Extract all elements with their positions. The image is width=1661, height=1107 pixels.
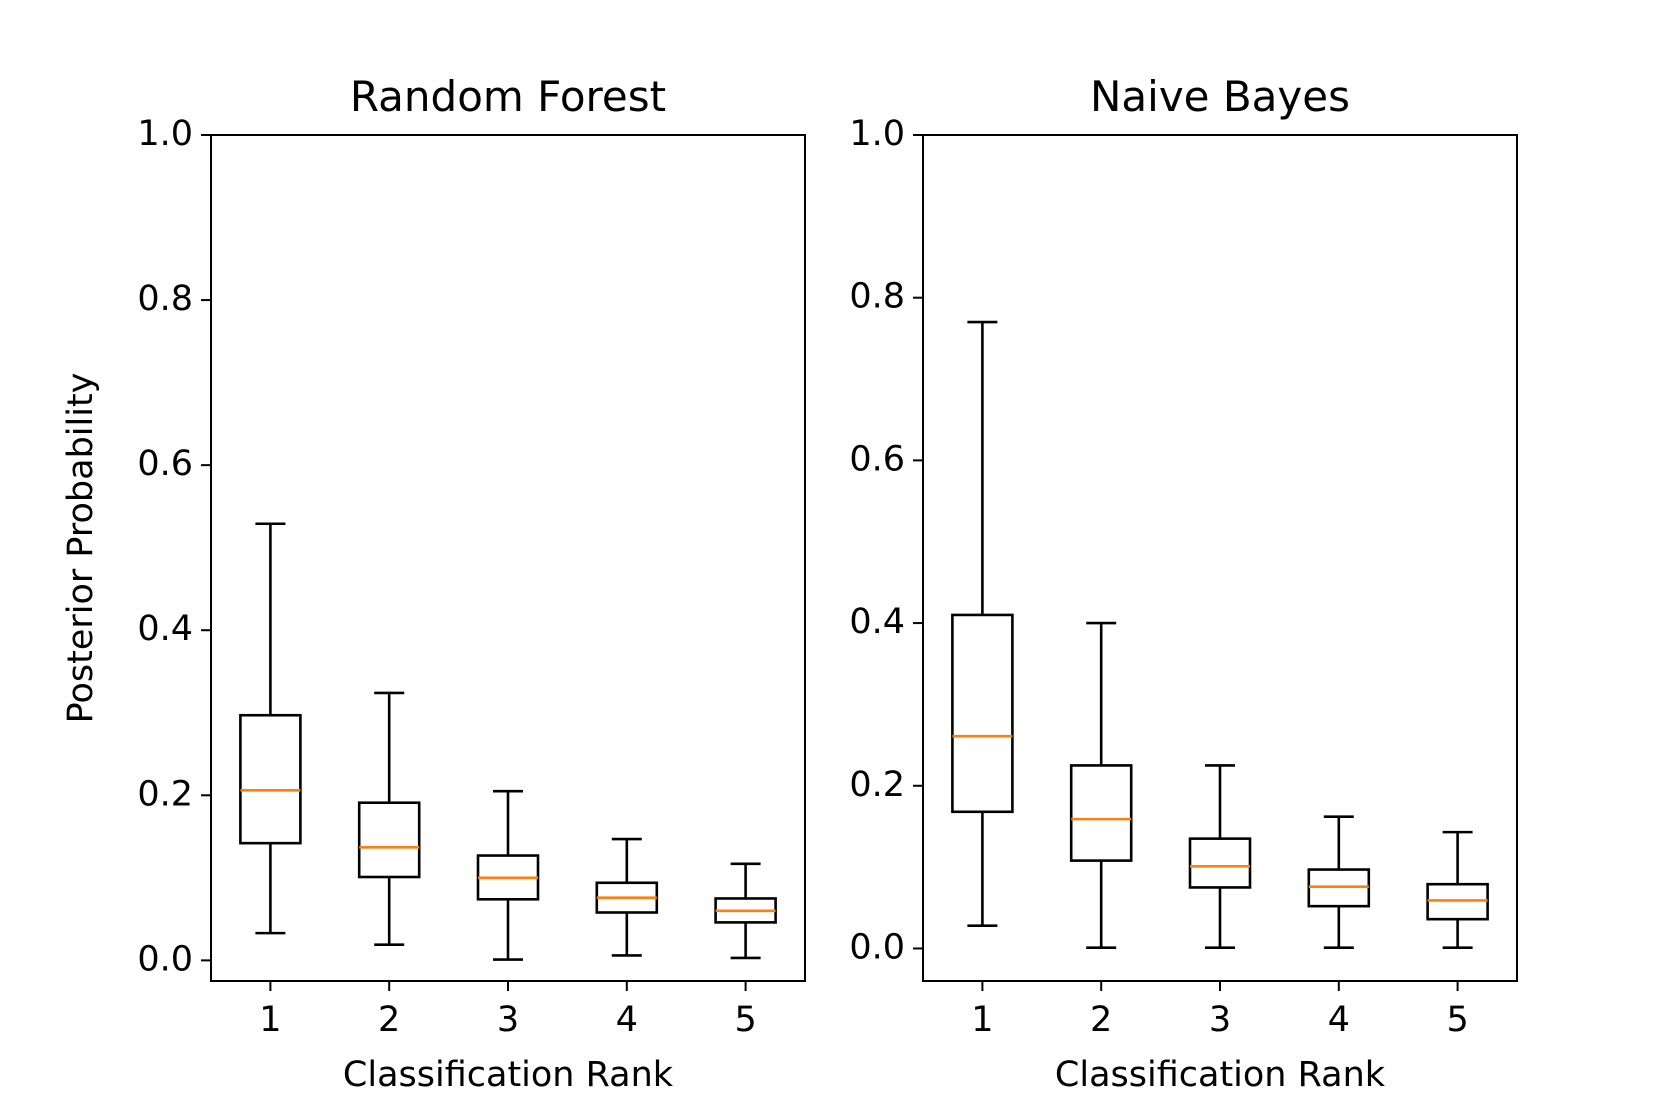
x-tick-label: 1 bbox=[971, 1000, 993, 1040]
plot-frame bbox=[210, 134, 806, 982]
y-tick-label: 0.2 bbox=[137, 774, 193, 814]
panel-title: Random Forest bbox=[350, 72, 666, 121]
y-tick-label: 0.4 bbox=[137, 609, 193, 649]
box-rank-4 bbox=[1307, 815, 1371, 949]
box-rank-2 bbox=[357, 691, 421, 946]
iqr-box bbox=[357, 801, 421, 879]
y-tick-label: 0.0 bbox=[137, 939, 193, 979]
x-tick-label: 3 bbox=[1209, 1000, 1231, 1040]
box-rank-4 bbox=[595, 837, 659, 957]
iqr-box bbox=[1069, 764, 1133, 862]
y-tick-label: 1.0 bbox=[849, 114, 905, 154]
box-rank-3 bbox=[1188, 764, 1252, 949]
x-tick-label: 5 bbox=[734, 1000, 756, 1040]
iqr-box bbox=[1188, 837, 1252, 889]
x-tick-label: 4 bbox=[616, 1000, 638, 1040]
iqr-box bbox=[951, 613, 1014, 814]
iqr-box bbox=[239, 713, 302, 845]
box-rank-2 bbox=[1069, 621, 1133, 949]
box-rank-3 bbox=[476, 789, 540, 961]
random-forest-panel: Random Forest 0.0 0.2 0.4 0.6 0.8 1.0 1 2 3 4 5 Clas… bbox=[137, 72, 806, 1095]
y-tick-label: 1.0 bbox=[137, 114, 193, 154]
plot-frame bbox=[922, 134, 1518, 982]
x-tick-label: 2 bbox=[378, 1000, 400, 1040]
naive-bayes-panel: Naive Bayes 0.0 0.2 0.4 0.6 0.8 1.0 1 2 3 4 5 Classi… bbox=[849, 72, 1518, 1095]
x-axis-label: Classification Rank bbox=[343, 1055, 674, 1095]
box-rank-5 bbox=[1426, 830, 1489, 949]
y-tick-label: 0.6 bbox=[849, 439, 905, 479]
x-tick-label: 3 bbox=[497, 1000, 519, 1040]
x-tick-label: 5 bbox=[1446, 1000, 1468, 1040]
box-rank-1 bbox=[239, 522, 302, 935]
y-tick-label: 0.2 bbox=[849, 765, 905, 805]
y-tick-label: 0.0 bbox=[849, 927, 905, 967]
y-tick-label: 0.6 bbox=[137, 444, 193, 484]
x-tick-label: 4 bbox=[1328, 1000, 1350, 1040]
y-tick-label: 0.4 bbox=[849, 602, 905, 642]
y-tick-label: 0.8 bbox=[137, 279, 193, 319]
x-tick-label: 2 bbox=[1090, 1000, 1112, 1040]
box-rank-5 bbox=[714, 862, 777, 960]
y-axis-label: Posterior Probability bbox=[61, 373, 101, 724]
x-axis-label: Classification Rank bbox=[1055, 1055, 1386, 1095]
box-rank-1 bbox=[951, 320, 1014, 927]
y-tick-label: 0.8 bbox=[849, 277, 905, 317]
panel-title: Naive Bayes bbox=[1090, 72, 1350, 121]
x-tick-label: 1 bbox=[259, 1000, 281, 1040]
